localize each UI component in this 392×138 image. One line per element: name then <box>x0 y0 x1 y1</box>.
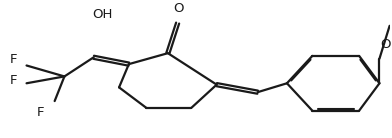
Text: F: F <box>37 106 45 119</box>
Text: F: F <box>10 74 17 87</box>
Text: OH: OH <box>92 8 113 21</box>
Text: F: F <box>10 53 17 66</box>
Text: O: O <box>381 39 391 51</box>
Text: O: O <box>173 2 183 14</box>
